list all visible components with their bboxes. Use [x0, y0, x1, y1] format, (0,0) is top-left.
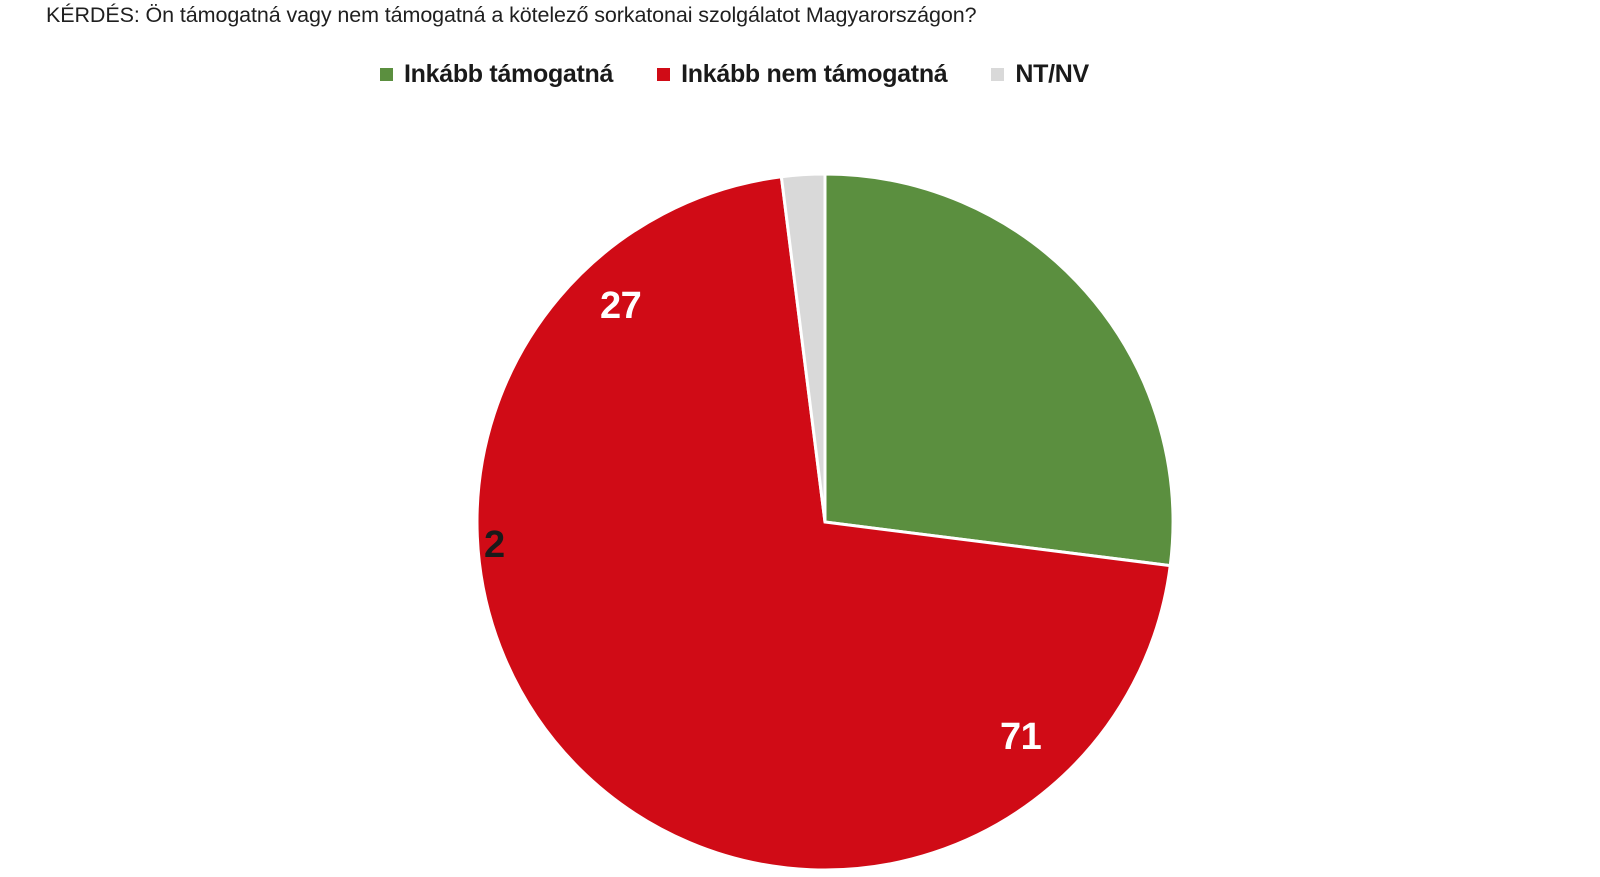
legend-item-ntnv: NT/NV — [991, 60, 1089, 89]
pie-slice — [779, 172, 827, 523]
pie-slice — [823, 172, 1175, 568]
page-title: KÉRDÉS: Ön támogatná vagy nem támogatná … — [46, 3, 977, 27]
legend-item-inkabb-nem-tamogatna: Inkább nem támogatná — [657, 60, 948, 89]
legend-swatch-red — [657, 68, 671, 81]
pie-graphic — [475, 172, 1175, 872]
legend-label: Inkább nem támogatná — [681, 60, 948, 88]
legend-label: NT/NV — [1015, 60, 1089, 88]
legend-swatch-grey — [991, 68, 1005, 81]
legend-label: Inkább támogatná — [404, 60, 614, 88]
legend-swatch-green — [380, 68, 393, 81]
legend-item-inkabb-tamogatna: Inkább támogatná — [380, 60, 613, 89]
pie-svg — [475, 172, 1175, 872]
pie-slice — [475, 175, 1172, 872]
pie-chart: 27 2 71 — [475, 172, 1175, 872]
chart-legend: Inkább támogatná Inkább nem támogatná NT… — [380, 60, 1089, 89]
